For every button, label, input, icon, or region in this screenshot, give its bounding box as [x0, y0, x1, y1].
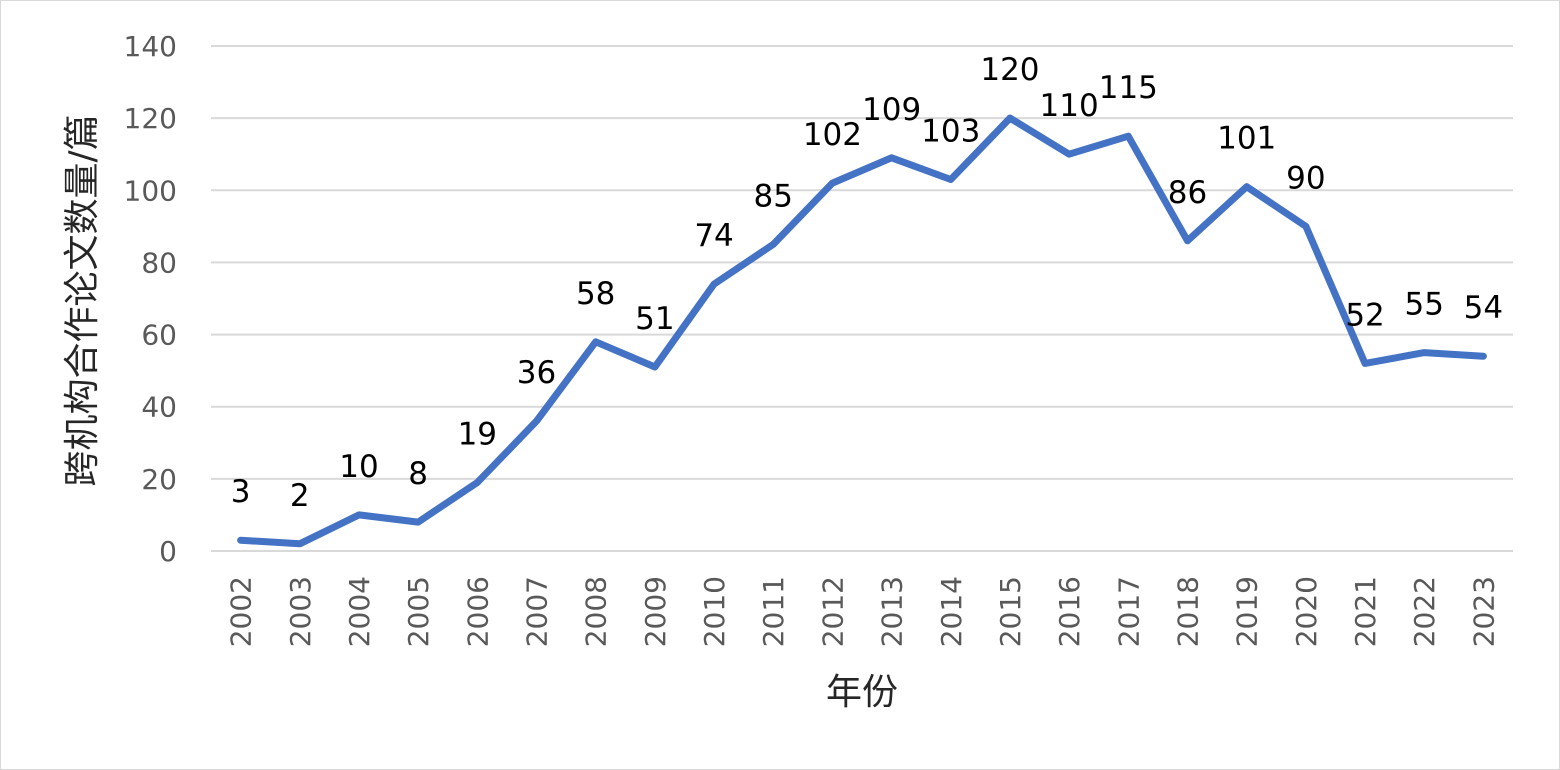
y-axis-ticks: 0 20 40 60 80 100 120 140 [124, 30, 177, 568]
x-tick-label: 2013 [876, 576, 909, 647]
data-label: 74 [694, 218, 733, 254]
data-label: 10 [339, 449, 378, 485]
data-label: 90 [1286, 160, 1325, 196]
data-label: 2 [290, 478, 310, 514]
x-tick-label: 2014 [935, 576, 968, 647]
x-tick-label: 2010 [698, 576, 731, 647]
x-tick-label: 2009 [639, 576, 672, 647]
x-tick-label: 2012 [816, 576, 849, 647]
x-tick-label: 2005 [402, 576, 435, 647]
x-tick-label: 2016 [1053, 576, 1086, 647]
data-label: 3 [231, 474, 251, 510]
y-tick-label: 20 [141, 463, 177, 496]
data-label: 8 [408, 456, 428, 492]
data-label: 103 [921, 113, 980, 149]
y-tick-label: 120 [124, 102, 177, 135]
data-label: 51 [635, 301, 674, 337]
series-line [237, 114, 1487, 548]
x-tick-label: 2007 [521, 576, 554, 647]
x-tick-label: 2019 [1231, 576, 1264, 647]
x-tick-label: 2023 [1467, 576, 1500, 647]
x-tick-label: 2011 [757, 576, 790, 647]
y-axis-title: 跨机构合作论文数量/篇 [62, 114, 103, 486]
data-label: 109 [862, 92, 921, 128]
data-label: 55 [1405, 287, 1444, 323]
y-tick-label: 100 [124, 174, 177, 207]
data-label: 54 [1464, 290, 1503, 326]
data-label: 36 [517, 355, 556, 391]
x-tick-label: 2015 [994, 576, 1027, 647]
y-tick-label: 60 [141, 319, 177, 352]
data-label: 85 [754, 178, 793, 214]
x-tick-label: 2018 [1172, 576, 1205, 647]
x-tick-label: 2003 [284, 576, 317, 647]
gridlines [211, 45, 1513, 480]
y-tick-label: 40 [141, 391, 177, 424]
data-label: 19 [458, 416, 497, 452]
x-tick-label: 2020 [1290, 576, 1323, 647]
x-tick-label: 2022 [1408, 576, 1441, 647]
x-tick-label: 2006 [461, 576, 494, 647]
y-tick-label: 80 [141, 246, 177, 279]
x-axis-title: 年份 [826, 672, 898, 713]
data-label: 102 [803, 117, 862, 153]
data-label: 120 [980, 52, 1039, 88]
data-label: 101 [1217, 121, 1276, 157]
y-tick-label: 0 [159, 535, 177, 568]
data-label: 52 [1345, 297, 1384, 333]
x-tick-label: 2008 [580, 576, 613, 647]
x-tick-label: 2004 [343, 576, 376, 647]
data-label: 58 [576, 276, 615, 312]
data-label: 110 [1040, 88, 1099, 124]
y-tick-label: 140 [124, 30, 177, 63]
x-axis-ticks: 2002 2003 2004 2005 2006 2007 2008 2009 2010 2011… [225, 576, 1501, 647]
x-tick-label: 2021 [1349, 576, 1382, 647]
data-label: 115 [1099, 70, 1158, 106]
data-label: 86 [1168, 175, 1207, 211]
x-tick-label: 2017 [1112, 576, 1145, 647]
x-tick-label: 2002 [225, 576, 258, 647]
